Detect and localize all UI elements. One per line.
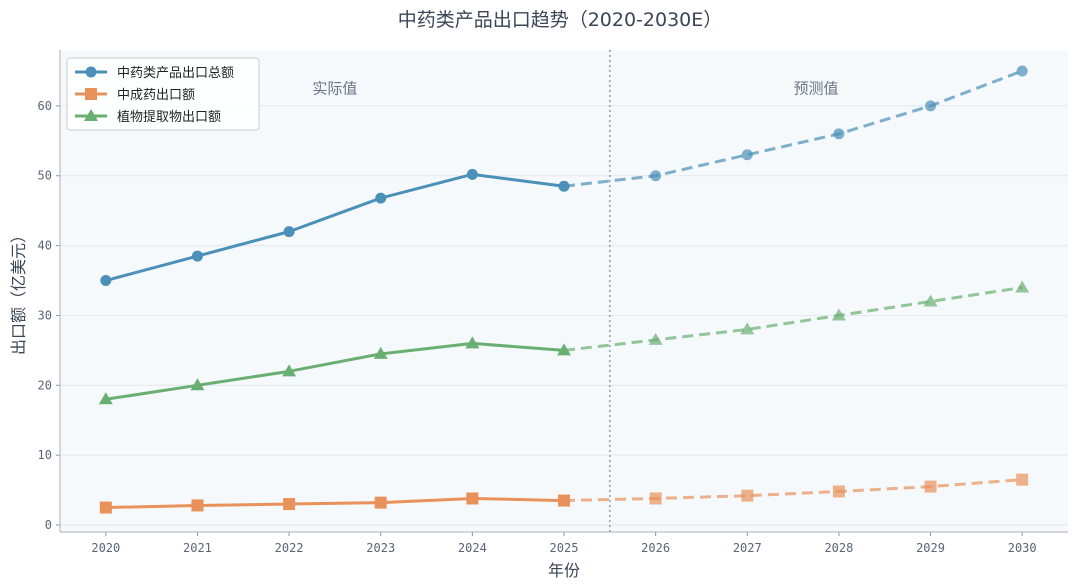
chart-title: 中药类产品出口趋势（2020-2030E） [398, 9, 723, 31]
actual-point [375, 192, 387, 204]
actual-point [282, 364, 297, 377]
actual-point [558, 180, 570, 192]
forecast-point [740, 322, 755, 335]
actual-point [466, 168, 478, 180]
forecast-point [925, 100, 937, 112]
x-tick-label: 2029 [916, 541, 945, 555]
forecast-point [1016, 65, 1028, 77]
actual-point [99, 501, 112, 514]
forecast-point [924, 480, 937, 493]
series-forecast-line [563, 478, 1023, 503]
x-tick-label: 2020 [91, 541, 120, 555]
legend-marker [84, 109, 98, 121]
forecast-point [648, 332, 663, 345]
forecast-point [741, 149, 753, 161]
actual-point [191, 499, 204, 512]
y-tick-label: 10 [38, 448, 52, 462]
x-tick-label: 2025 [550, 541, 579, 555]
actual-point [557, 343, 571, 356]
x-tick-label: 2021 [183, 541, 212, 555]
series-actual-line [105, 341, 565, 401]
x-axis-label: 年份 [548, 561, 580, 580]
legend-entry: 中成药出口额 [117, 88, 195, 103]
forecast-point [831, 308, 846, 321]
actual-point [558, 494, 570, 507]
series-layer [98, 65, 1030, 514]
y-tick-label: 40 [38, 239, 52, 253]
x-tick-label: 2022 [275, 541, 304, 555]
actual-point [283, 498, 296, 511]
actual-point [373, 346, 388, 359]
series-actual-line [105, 496, 565, 510]
actual-point [283, 226, 295, 238]
forecast-point [650, 170, 662, 182]
forecast-point [741, 489, 754, 502]
actual-point [466, 492, 479, 505]
actual-point [98, 392, 113, 405]
series-2 [98, 280, 1030, 405]
y-tick-label: 60 [38, 99, 52, 113]
series-forecast-line [563, 69, 1023, 188]
forecast-point [649, 492, 662, 505]
actual-point [465, 336, 480, 349]
forecast-point [1015, 280, 1030, 293]
legend-marker [85, 66, 97, 78]
actual-point [191, 250, 203, 262]
actual-region-label: 实际值 [312, 79, 357, 97]
actual-point [190, 378, 205, 391]
series-1 [99, 473, 1029, 514]
x-tick-label: 2028 [824, 541, 853, 555]
legend-box [66, 57, 260, 131]
series-actual-line [105, 172, 565, 282]
y-tick-label: 20 [38, 378, 52, 392]
legend-entry: 中药类产品出口总额 [117, 66, 234, 81]
forecast-point [1016, 473, 1029, 486]
actual-point [374, 496, 387, 509]
grid [60, 105, 1068, 526]
legend-entry: 植物提取物出口额 [117, 109, 221, 125]
x-tick-label: 2023 [366, 541, 395, 555]
x-tick-label: 2027 [733, 541, 762, 555]
series-forecast-line [563, 286, 1023, 352]
series-0 [100, 65, 1028, 287]
y-axis-label: 出口额（亿美元） [9, 227, 28, 355]
y-tick-label: 0 [45, 518, 52, 532]
y-tick-label: 50 [38, 169, 52, 183]
legend-marker [85, 88, 97, 100]
forecast-region-label: 预测值 [793, 79, 838, 97]
x-tick-label: 2030 [1008, 541, 1037, 555]
x-tick-label: 2026 [641, 541, 670, 555]
actual-point [100, 275, 112, 287]
x-tick-label: 2024 [458, 541, 487, 555]
forecast-point [923, 294, 938, 307]
y-tick-label: 30 [38, 308, 52, 322]
forecast-point [832, 485, 845, 498]
forecast-point [833, 128, 845, 140]
